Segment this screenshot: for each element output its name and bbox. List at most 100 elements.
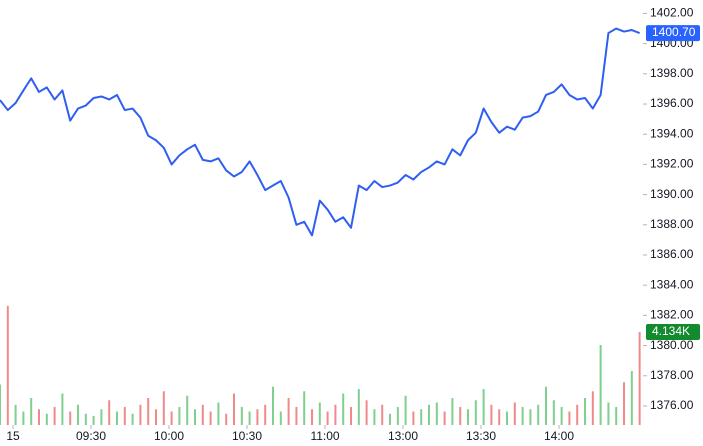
volume-bar: [630, 371, 633, 425]
volume-bar: [459, 407, 462, 425]
volume-bar: [14, 404, 17, 425]
volume-bar: [123, 407, 126, 425]
y-tick-label: 1402.00: [650, 6, 694, 20]
volume-bar: [38, 409, 41, 425]
y-tick-label: 1376.00: [650, 398, 694, 412]
y-tick-label: 1382.00: [650, 308, 694, 322]
volume-bar: [45, 413, 48, 425]
volume-bar: [591, 391, 594, 425]
volume-bar: [615, 407, 618, 425]
volume-bar: [576, 404, 579, 425]
volume-bar: [334, 404, 337, 425]
volume-bar: [178, 407, 181, 425]
volume-bar: [248, 411, 251, 425]
volume-bar: [552, 400, 555, 425]
y-tick-label: 1398.00: [650, 66, 694, 80]
volume-bar: [451, 398, 454, 425]
y-tick-label: 1386.00: [650, 247, 694, 261]
volume-bar: [529, 409, 532, 425]
value-tag-label: 1400.70: [652, 25, 696, 39]
volume-bar: [537, 404, 540, 425]
volume-bar: [638, 332, 641, 425]
volume-bar: [6, 305, 9, 425]
volume-bar: [396, 407, 399, 425]
volume-bar: [77, 404, 80, 425]
volume-bar: [194, 409, 197, 425]
volume-bar: [623, 382, 626, 425]
y-tick-label: 1384.00: [650, 277, 694, 291]
volume-bar: [467, 409, 470, 425]
volume-bar: [100, 409, 103, 425]
volume-bar: [170, 411, 173, 425]
volume-bar: [147, 398, 150, 425]
volume-bar: [217, 402, 220, 425]
volume-bar: [373, 409, 376, 425]
volume-bar: [560, 407, 563, 425]
volume-bar: [599, 344, 602, 425]
volume-bar: [498, 409, 501, 425]
x-tick-label: 09:30: [76, 429, 106, 443]
volume-bar: [186, 395, 189, 425]
y-tick-label: 1378.00: [650, 368, 694, 382]
volume-bar: [607, 402, 610, 425]
volume-bar: [30, 398, 33, 425]
y-tick-label: 1396.00: [650, 96, 694, 110]
price-line: [0, 27, 640, 237]
volume-bar: [155, 409, 158, 425]
volume-bar: [272, 386, 275, 425]
volume-bar: [342, 393, 345, 425]
volume-bar: [287, 398, 290, 425]
volume-bar: [568, 411, 571, 425]
x-tick-label: 15: [6, 429, 20, 443]
volume-bar: [545, 386, 548, 425]
volume-bar: [389, 413, 392, 425]
x-tick-label: 13:00: [388, 429, 418, 443]
volume-bar: [139, 404, 142, 425]
value-tag-label: 4.134K: [652, 324, 690, 338]
y-tick-label: 1394.00: [650, 126, 694, 140]
volume-bar: [295, 407, 298, 425]
volume-bar: [443, 411, 446, 425]
volume-bar: [584, 398, 587, 425]
y-tick-label: 1390.00: [650, 187, 694, 201]
volume-bar: [490, 404, 493, 425]
volume-bar: [326, 411, 329, 425]
volume-bar: [162, 391, 165, 425]
volume-bar: [428, 404, 431, 425]
x-tick-label: 14:00: [544, 429, 574, 443]
x-tick-label: 10:30: [232, 429, 262, 443]
volume-bar: [513, 402, 516, 425]
value-tag: [646, 324, 700, 341]
volume-bar: [225, 413, 228, 425]
volume-bar: [506, 411, 509, 425]
volume-bar: [201, 404, 204, 425]
volume-bar: [350, 407, 353, 425]
volume-bar: [92, 416, 95, 425]
volume-bar: [279, 411, 282, 425]
volume-bar: [209, 411, 212, 425]
volume-bar: [69, 411, 72, 425]
volume-bar: [240, 407, 243, 425]
volume-bar: [482, 389, 485, 425]
volume-bar: [108, 400, 111, 425]
volume-bar: [474, 400, 477, 425]
volume-bar: [404, 395, 407, 425]
y-tick-label: 1392.00: [650, 157, 694, 171]
x-tick-label: 13:30: [466, 429, 496, 443]
volume-bar: [318, 402, 321, 425]
value-tag: [646, 25, 700, 42]
volume-bar: [435, 402, 438, 425]
volume-bar: [420, 409, 423, 425]
volume-bar: [311, 409, 314, 425]
x-tick-label: 10:00: [154, 429, 184, 443]
volume-bar: [264, 404, 267, 425]
volume-bar: [84, 413, 87, 425]
volume-bar: [61, 393, 64, 425]
volume-bar: [521, 407, 524, 425]
volume-bar: [131, 413, 134, 425]
volume-bar: [381, 404, 384, 425]
x-tick-label: 11:00: [310, 429, 339, 443]
y-tick-label: 1380.00: [650, 338, 694, 352]
